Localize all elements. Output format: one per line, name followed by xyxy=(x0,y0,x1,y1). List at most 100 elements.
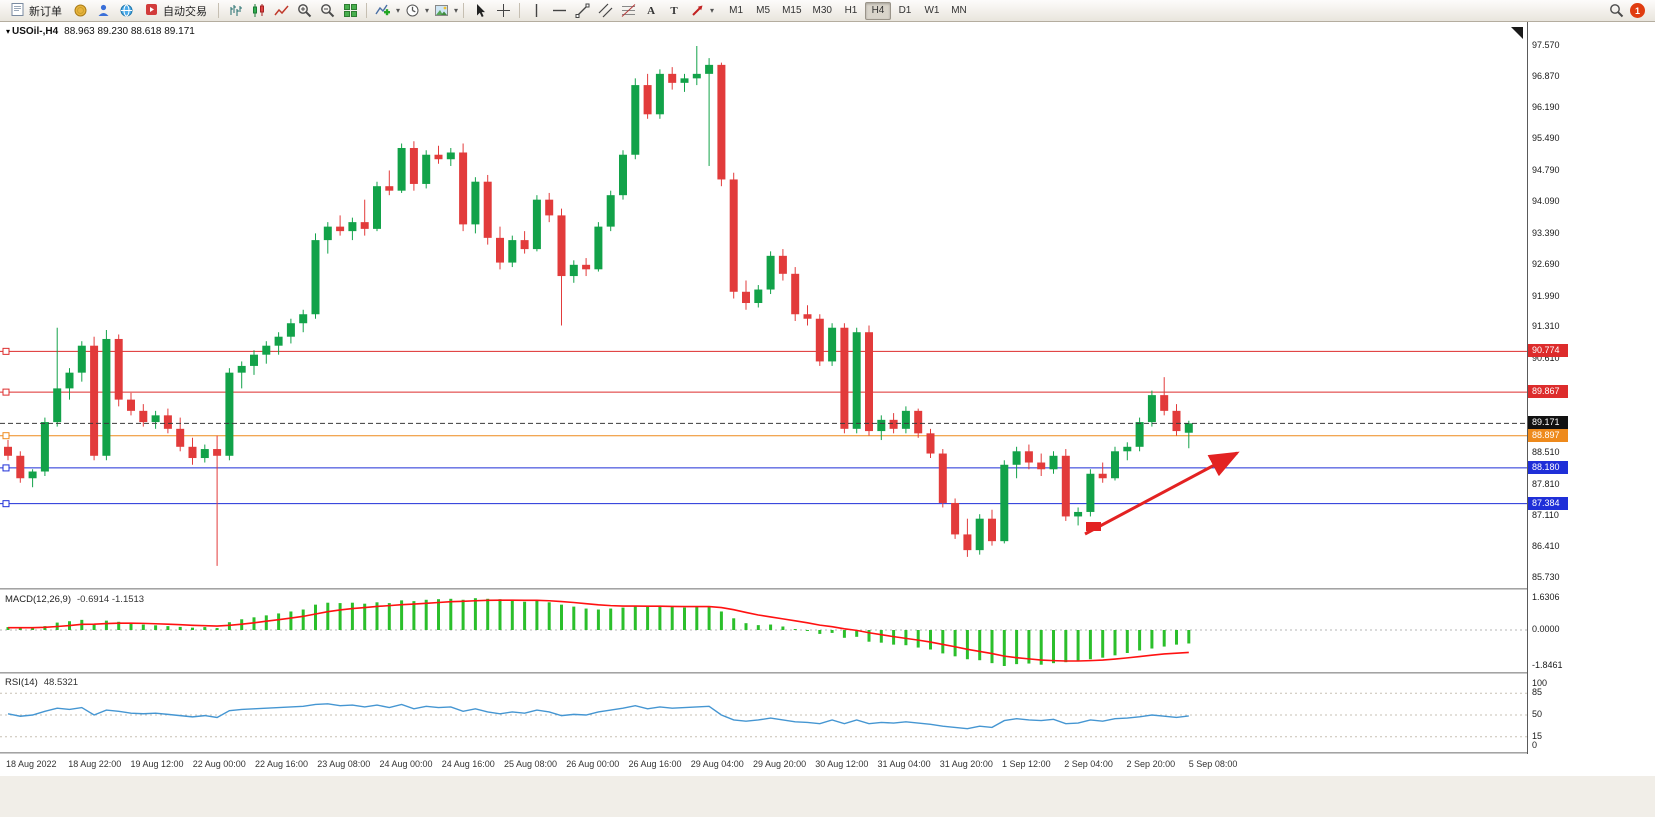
candle-body xyxy=(225,372,234,456)
hline-handle[interactable] xyxy=(2,388,10,396)
cursor-icon[interactable] xyxy=(469,1,491,21)
zoom-in-icon[interactable] xyxy=(293,1,315,21)
time-axis-label: 5 Sep 08:00 xyxy=(1188,759,1238,769)
price-axis-label: 91.990 xyxy=(1532,290,1560,301)
candle-body xyxy=(901,410,910,429)
time-axis-label: 2 Sep 20:00 xyxy=(1126,759,1176,769)
timeframe-mn[interactable]: MN xyxy=(946,2,972,20)
timeframe-m5[interactable]: M5 xyxy=(750,2,776,20)
candle-body xyxy=(409,147,418,184)
hline-handle[interactable] xyxy=(2,347,10,355)
timeframe-m30[interactable]: M30 xyxy=(808,2,837,20)
price-axis-label: 96.190 xyxy=(1532,102,1560,112)
scroll-to-end-icon[interactable] xyxy=(1511,27,1523,39)
templates-dropdown-icon[interactable]: ▾ xyxy=(454,6,459,15)
auto-trading-button[interactable]: 自动交易 xyxy=(138,1,213,21)
periods-dropdown-icon[interactable]: ▾ xyxy=(425,6,430,15)
price-axis-label: 95.490 xyxy=(1532,133,1560,144)
crosshair-icon[interactable] xyxy=(492,1,514,21)
candle-body xyxy=(471,181,480,225)
toolbar-separator xyxy=(519,3,521,18)
terminal-icon[interactable] xyxy=(115,1,137,21)
candle-body xyxy=(766,255,775,290)
candle-body xyxy=(188,446,197,459)
time-axis-label: 31 Aug 20:00 xyxy=(939,759,993,769)
hline-handle[interactable] xyxy=(2,464,10,472)
panel-separator[interactable] xyxy=(0,588,1655,590)
candle-body xyxy=(975,518,984,551)
price-axis-label: 90.610 xyxy=(1532,352,1560,363)
templates-icon[interactable] xyxy=(430,1,452,21)
price-axis-label: 93.390 xyxy=(1532,227,1560,238)
new-order-button[interactable]: 新订单 xyxy=(4,1,68,21)
candle-body xyxy=(1147,395,1156,423)
trendline-tool-icon[interactable] xyxy=(571,1,593,21)
market-watch-icon[interactable] xyxy=(69,1,91,21)
trend-arrow[interactable] xyxy=(1084,451,1240,536)
rsi-panel[interactable] xyxy=(0,674,1527,752)
timeframe-h1[interactable]: H1 xyxy=(838,2,864,20)
candle-body xyxy=(668,73,677,83)
zoom-out-icon[interactable] xyxy=(316,1,338,21)
hline-handle[interactable] xyxy=(2,432,10,440)
arrows-dropdown-icon[interactable]: ▾ xyxy=(710,6,715,15)
candle-body xyxy=(705,64,714,74)
candle-body xyxy=(434,154,443,160)
macd-panel[interactable] xyxy=(0,590,1527,672)
timeframe-w1[interactable]: W1 xyxy=(919,2,945,20)
price-axis-label: 92.690 xyxy=(1532,259,1560,270)
candle-body xyxy=(1123,446,1132,452)
arrow-anchor-marker[interactable] xyxy=(1086,522,1101,531)
timeframe-d1[interactable]: D1 xyxy=(892,2,918,20)
macd-axis-label: 0.0000 xyxy=(1532,624,1560,634)
indicators-dropdown-icon[interactable]: ▾ xyxy=(396,6,401,15)
candle-body xyxy=(1086,473,1095,512)
candle-body xyxy=(397,147,406,191)
candle-body xyxy=(877,419,886,432)
candle-body xyxy=(151,415,160,423)
text-tool[interactable]: A xyxy=(640,1,662,21)
candle-body xyxy=(176,428,185,447)
toolbar-separator xyxy=(218,3,219,18)
rsi-line xyxy=(7,703,1189,730)
price-level-badge: 88.180 xyxy=(1528,460,1568,474)
candle-body xyxy=(840,327,849,429)
time-axis-label: 1 Sep 12:00 xyxy=(1002,759,1051,769)
timeframe-m15[interactable]: M15 xyxy=(777,2,806,20)
label-tool[interactable]: T xyxy=(663,1,685,21)
new-order-icon xyxy=(10,2,25,20)
candle-body xyxy=(446,152,455,160)
main-toolbar: 新订单 自动交易 xyxy=(0,0,1655,22)
panel-separator[interactable] xyxy=(0,672,1655,674)
price-axis-label: 85.730 xyxy=(1532,572,1560,582)
fibonacci-tool-icon[interactable] xyxy=(617,1,639,21)
candle-body xyxy=(237,365,246,373)
auto-trading-icon xyxy=(144,2,159,20)
channel-tool-icon[interactable] xyxy=(594,1,616,21)
timeframe-m1[interactable]: M1 xyxy=(723,2,749,20)
tile-windows-icon[interactable] xyxy=(339,1,361,21)
candle-body xyxy=(1000,464,1009,542)
periods-icon[interactable] xyxy=(401,1,423,21)
timeframe-h4[interactable]: H4 xyxy=(864,1,891,20)
candle-body xyxy=(582,264,591,270)
time-axis-label: 26 Aug 16:00 xyxy=(628,759,682,769)
vertical-line-tool-icon[interactable] xyxy=(525,1,547,21)
line-chart-mode-icon[interactable] xyxy=(270,1,292,21)
candle-body xyxy=(200,449,209,459)
main-chart[interactable] xyxy=(0,22,1527,588)
hline-handle[interactable] xyxy=(2,500,10,508)
notification-badge[interactable]: 1 xyxy=(1630,3,1645,18)
indicators-icon[interactable] xyxy=(372,1,394,21)
candle-body xyxy=(717,64,726,180)
candlestick-mode-icon[interactable] xyxy=(247,1,269,21)
arrows-tool-icon[interactable] xyxy=(686,1,708,21)
candle-body xyxy=(951,502,960,535)
navigator-icon[interactable] xyxy=(92,1,114,21)
panel-separator[interactable] xyxy=(0,752,1655,754)
candle-body xyxy=(213,449,222,456)
search-icon[interactable] xyxy=(1605,1,1627,21)
horizontal-line-tool-icon[interactable] xyxy=(548,1,570,21)
bar-chart-mode-icon[interactable] xyxy=(224,1,246,21)
time-axis-label: 22 Aug 00:00 xyxy=(192,759,246,769)
